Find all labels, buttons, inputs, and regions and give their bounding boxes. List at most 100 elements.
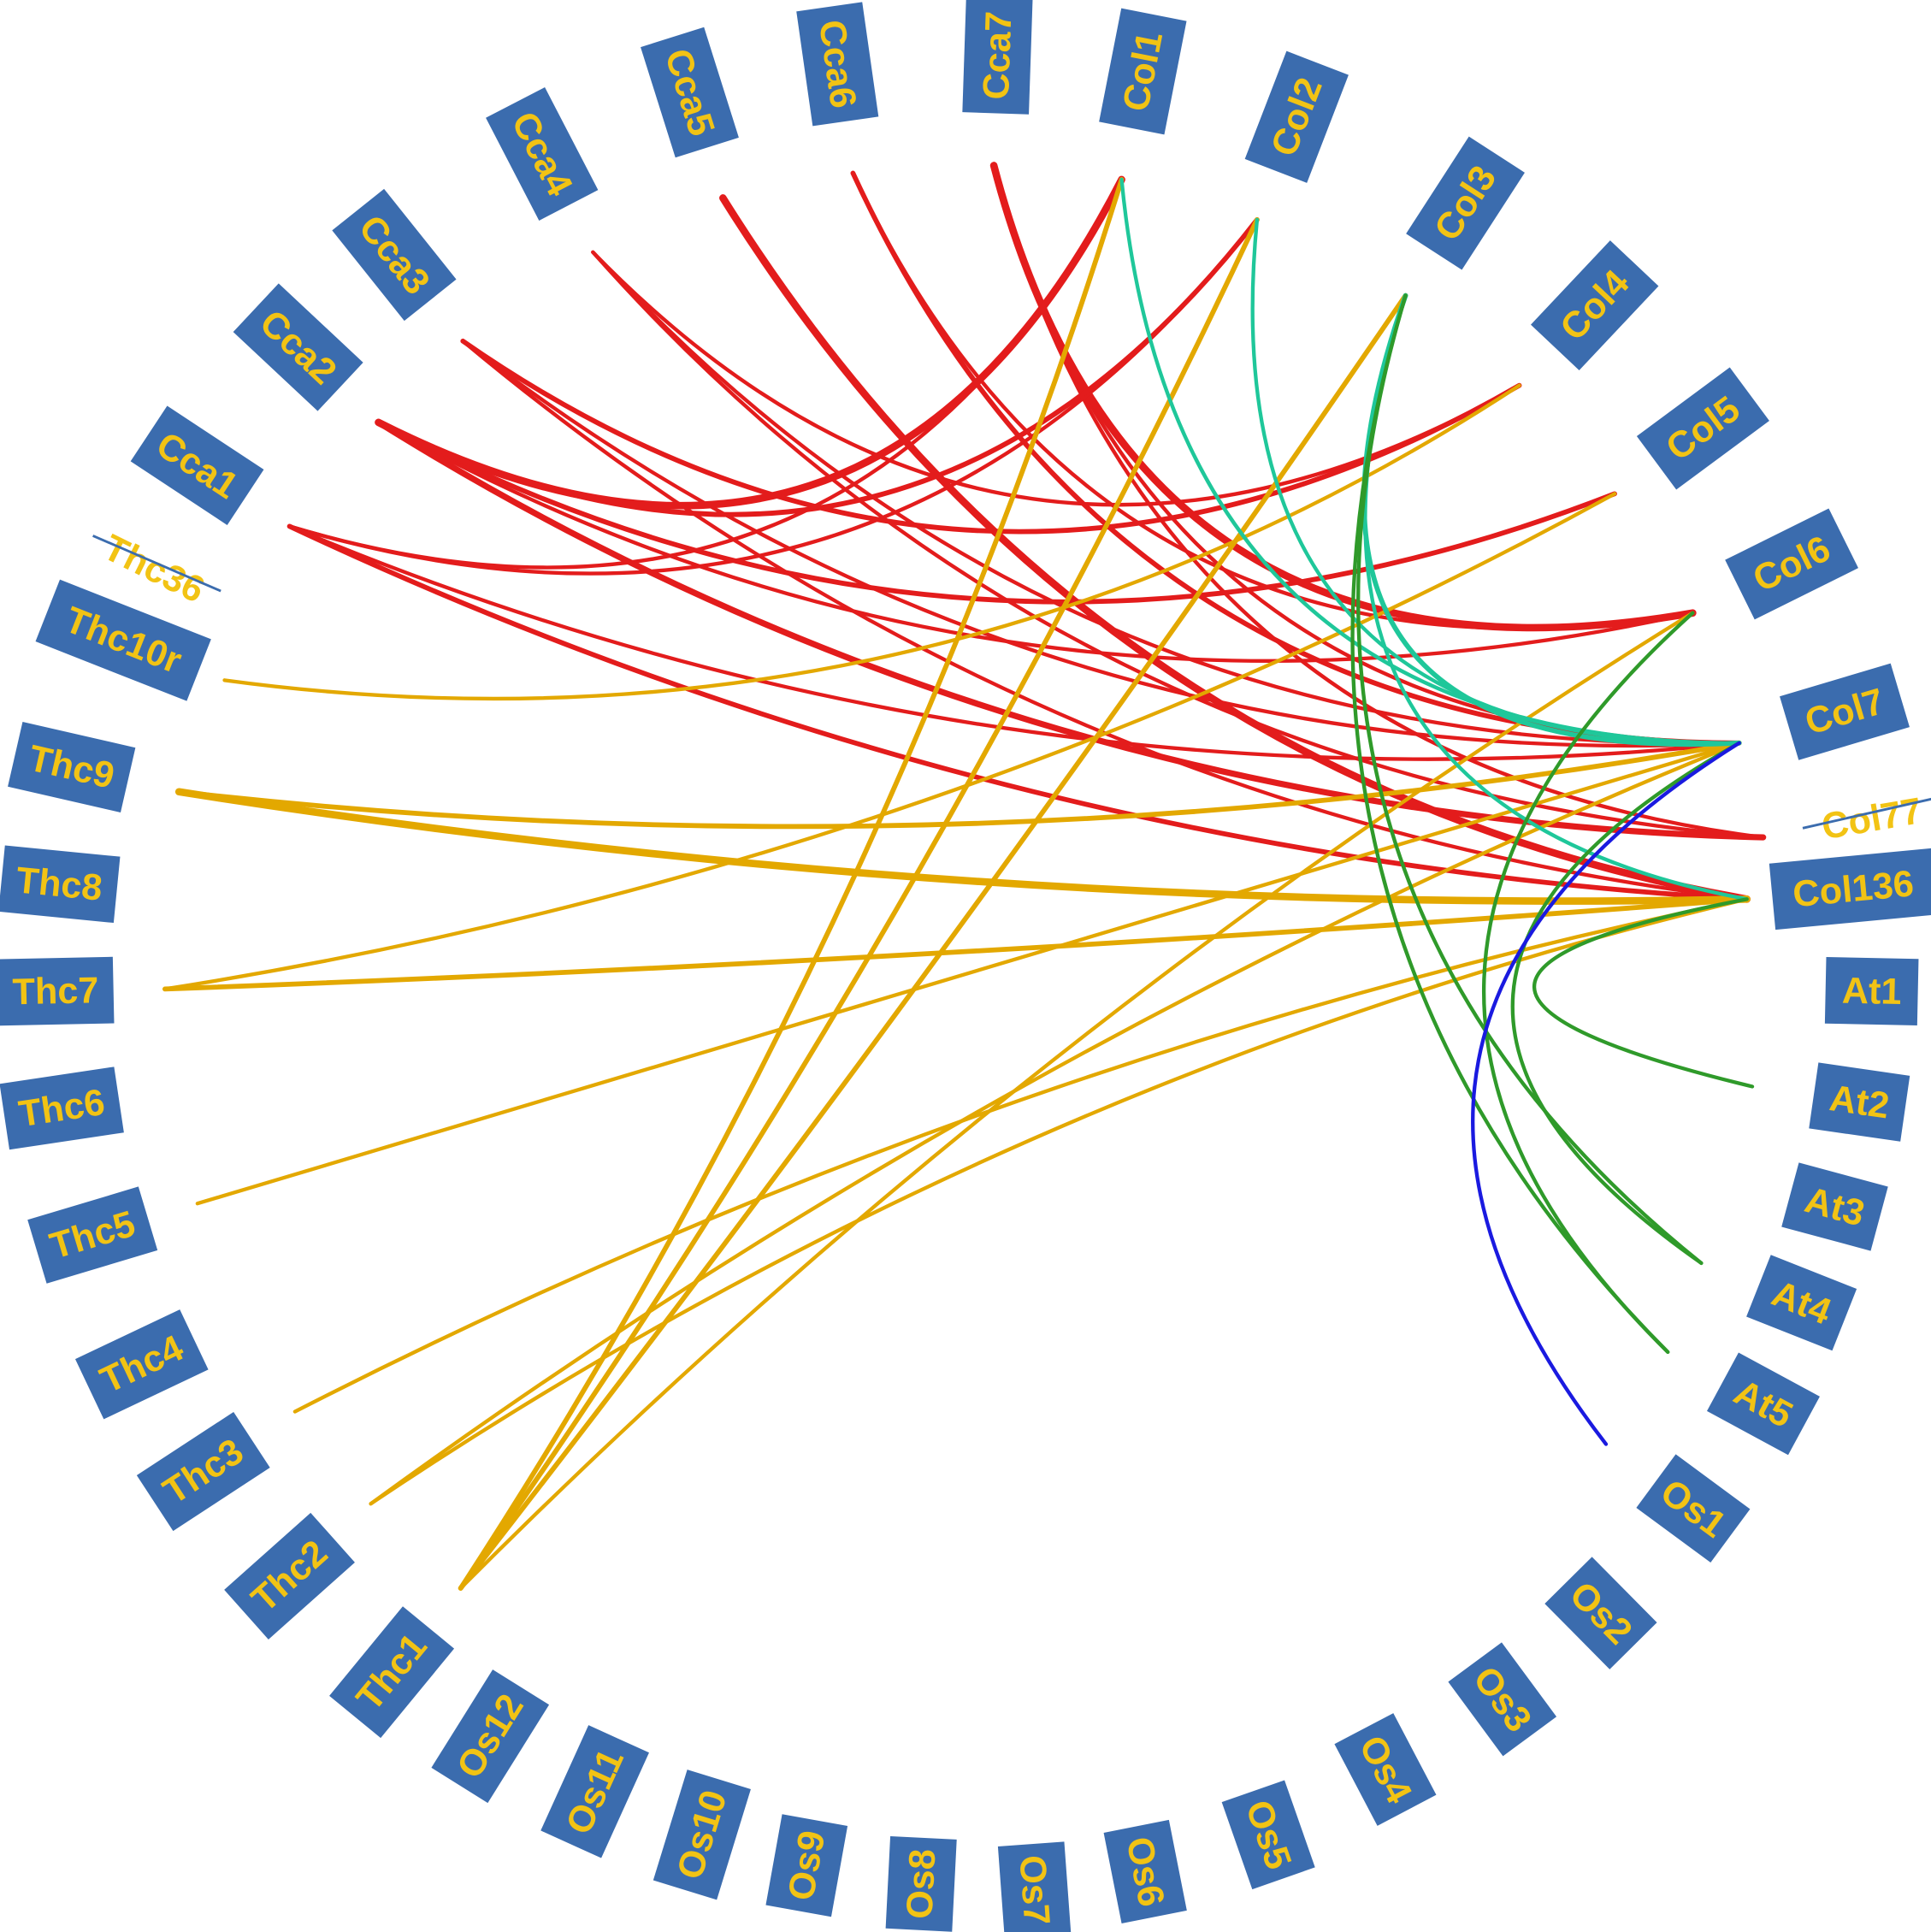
node-box: [332, 188, 457, 322]
node-label: Thc7: [12, 970, 99, 1013]
node-label: Os8: [899, 1848, 943, 1920]
node-label: At1: [1841, 971, 1902, 1013]
node-label: At2: [1827, 1078, 1892, 1126]
node: Os7: [997, 1841, 1072, 1932]
node-box: [653, 1770, 751, 1900]
node: Os2: [1544, 1557, 1657, 1669]
node-box: [1099, 8, 1187, 135]
node: Col4: [1531, 240, 1659, 370]
link: [461, 339, 1749, 901]
node: At5: [1706, 1352, 1820, 1456]
node-box: [1706, 1352, 1820, 1456]
node-box: [233, 283, 363, 411]
link: [286, 523, 1750, 902]
node-box: [1334, 1713, 1437, 1826]
node-box: [486, 87, 599, 221]
node: Thc1: [329, 1606, 455, 1739]
node-box: [1824, 957, 1919, 1026]
node-box: [885, 1835, 957, 1932]
link: [719, 194, 1751, 903]
link: [369, 897, 1749, 1506]
node-box: [1746, 1255, 1857, 1351]
node-box: [136, 1411, 270, 1532]
node-label: Cca7: [976, 10, 1019, 100]
node: At4: [1746, 1255, 1857, 1351]
link: [458, 611, 1695, 1591]
link: [375, 216, 1260, 517]
link: [1482, 611, 1695, 1355]
node: Os9: [765, 1814, 848, 1917]
node: Os8: [885, 1835, 957, 1932]
node-box: [431, 1669, 550, 1804]
node: Col6: [1725, 508, 1858, 620]
node: Cca5: [641, 27, 739, 158]
link: [461, 339, 1741, 748]
node-box: [1244, 50, 1349, 183]
link: [458, 292, 1408, 1591]
node-box: [1636, 1454, 1751, 1563]
node-box: [329, 1606, 455, 1739]
link: [458, 216, 1260, 1591]
node: Os10: [653, 1770, 751, 1900]
link: [851, 171, 1695, 630]
node: At1: [1824, 957, 1919, 1026]
node: Cca4: [486, 87, 599, 221]
node: Thc9: [8, 721, 136, 812]
node: Thc4: [74, 1309, 209, 1420]
link: [162, 492, 1617, 991]
node: Os5: [1221, 1780, 1315, 1890]
node-box: [0, 845, 121, 924]
strike: [92, 535, 221, 593]
node: Os6: [1103, 1819, 1187, 1923]
node: At2: [1809, 1062, 1910, 1142]
node-box: [224, 1512, 355, 1640]
node-label: Col77: [1819, 790, 1925, 848]
node-box: [27, 1186, 158, 1284]
node-label: Os7: [1011, 1854, 1057, 1927]
link: [1532, 897, 1755, 1089]
node: Os1: [1636, 1454, 1751, 1563]
node-label: Thc8: [15, 860, 104, 909]
node: Thc8: [0, 845, 121, 924]
node-box: [765, 1814, 848, 1917]
node-box: [641, 27, 739, 158]
node: Thc3: [136, 1411, 270, 1532]
node: Thc7: [0, 956, 115, 1026]
node: Thc2: [224, 1512, 355, 1640]
node-box: [1448, 1642, 1557, 1757]
node-box: [35, 579, 211, 701]
node-box: [796, 2, 879, 127]
node-box: [1103, 1819, 1187, 1923]
link: [460, 338, 1522, 535]
node: Thc5: [27, 1186, 158, 1284]
node: Col7: [1780, 663, 1910, 760]
node-box: [1809, 1062, 1910, 1142]
node: Col3: [1406, 136, 1525, 270]
node-box: [997, 1841, 1072, 1932]
link: [376, 420, 1695, 663]
node-box: [1781, 1162, 1888, 1251]
node: At3: [1781, 1162, 1888, 1251]
link: [1471, 741, 1741, 1446]
node-box: [1406, 136, 1525, 270]
node-box: [130, 405, 264, 525]
node: Cca2: [233, 283, 363, 411]
node-box: [8, 721, 136, 812]
node-box: [1780, 663, 1910, 760]
node: Col136: [1769, 848, 1931, 931]
node-box: [74, 1309, 209, 1420]
node-box: [1769, 848, 1931, 931]
node: Col77: [1802, 790, 1931, 848]
node: Col2: [1244, 50, 1349, 183]
link: [989, 162, 1697, 632]
link: [162, 896, 1750, 992]
node: Col1: [1099, 8, 1187, 135]
node: Cca7: [962, 0, 1033, 115]
link: [195, 741, 1741, 1206]
link: [850, 170, 1742, 746]
node-box: [962, 0, 1033, 115]
node-box: [1725, 508, 1858, 620]
node-box: [1221, 1780, 1315, 1890]
